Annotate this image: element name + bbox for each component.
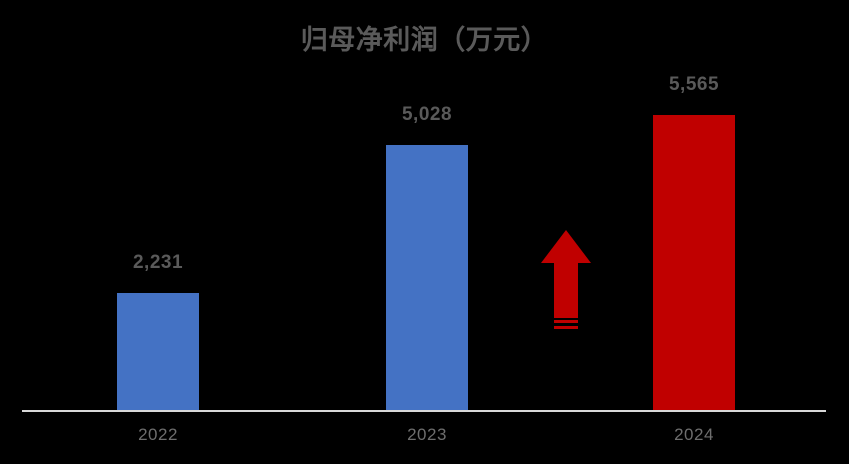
arrow-shaft-icon xyxy=(554,262,578,318)
bar-value-2023: 5,028 xyxy=(401,104,453,125)
bar-2022 xyxy=(117,293,199,411)
x-tick-label-2023: 2023 xyxy=(407,425,447,444)
arrow-base-line-upper-icon xyxy=(554,320,578,323)
x-tick-label-2024: 2024 xyxy=(674,425,714,444)
arrow-head-icon xyxy=(541,230,591,263)
bar-2024 xyxy=(653,115,735,411)
bar-value-2024: 5,565 xyxy=(668,74,720,95)
arrow-base-line-lower-icon xyxy=(554,326,578,329)
bar-value-2022: 2,231 xyxy=(132,252,184,273)
chart-title: 归母净利润（万元） xyxy=(300,25,549,55)
x-tick-label-2022: 2022 xyxy=(138,425,178,444)
growth-arrow-icon xyxy=(541,230,591,330)
bar-2023 xyxy=(386,145,468,411)
x-axis-line xyxy=(22,410,826,412)
